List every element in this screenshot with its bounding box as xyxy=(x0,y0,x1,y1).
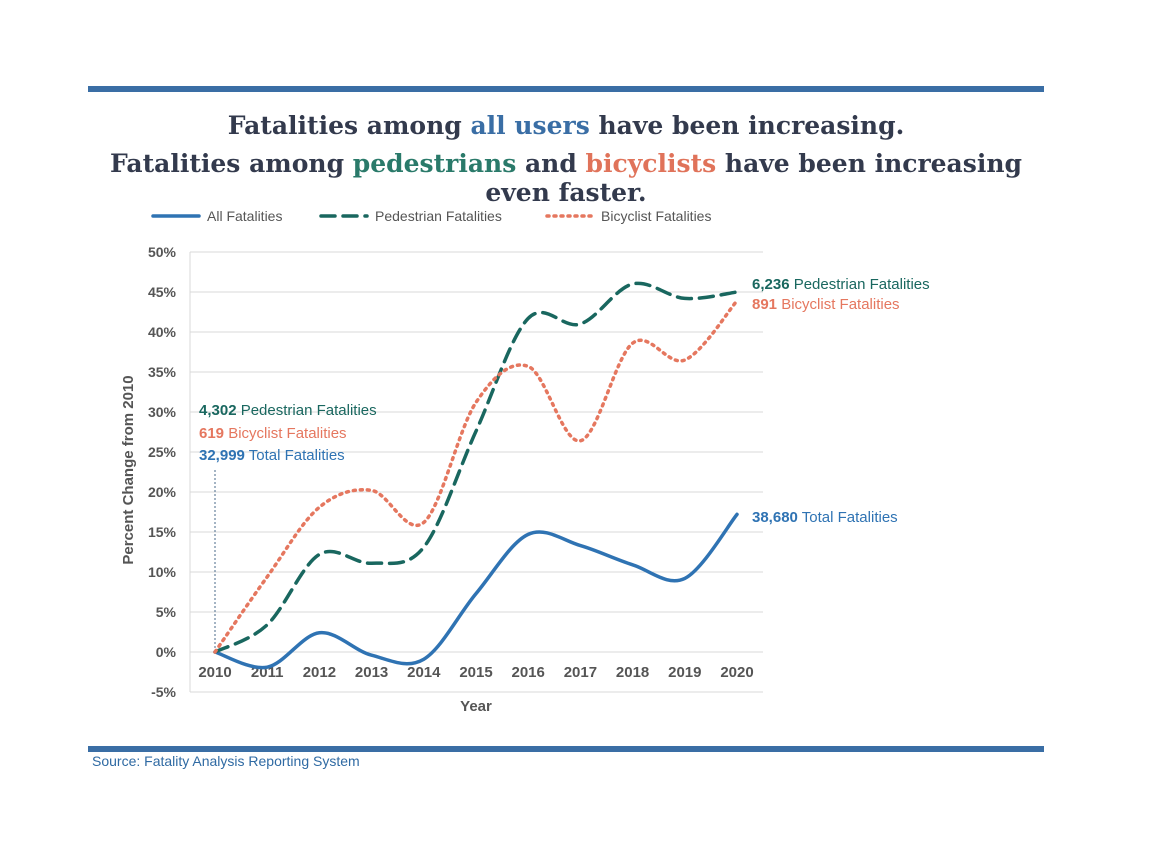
y-tick-label: 50% xyxy=(148,244,177,260)
x-tick-label: 2019 xyxy=(668,664,701,681)
legend-label-pedestrian: Pedestrian Fatalities xyxy=(375,208,502,224)
headline-2-highlight-bicyclists: bicyclists xyxy=(585,149,717,178)
legend-label-bicyclist: Bicyclist Fatalities xyxy=(601,208,711,224)
y-tick-label: 10% xyxy=(148,564,177,580)
y-tick-label: 5% xyxy=(156,604,177,620)
end-annotation-pedestrian: 6,236 Pedestrian Fatalities xyxy=(752,276,930,293)
y-tick-label: 15% xyxy=(148,524,177,540)
x-tick-label: 2013 xyxy=(355,664,388,681)
y-tick-label: 0% xyxy=(156,644,177,660)
start-annotation-bicyclist-number: 619 xyxy=(199,425,224,442)
chart-legend: All Fatalities Pedestrian Fatalities Bicyc… xyxy=(151,208,711,224)
headline-2-text-a: Fatalities among xyxy=(110,149,353,178)
headline-1-highlight-all-users: all users xyxy=(470,111,590,140)
start-annotation-all-number: 32,999 xyxy=(199,447,245,464)
top-rule xyxy=(88,86,1044,92)
y-tick-label: 25% xyxy=(148,444,177,460)
end-annotation-bicyclist: 891 Bicyclist Fatalities xyxy=(752,296,900,313)
x-tick-label: 2012 xyxy=(303,664,336,681)
y-axis-label: Percent Change from 2010 xyxy=(120,375,137,564)
x-tick-label: 2014 xyxy=(407,664,441,681)
start-annotation-all: 32,999 Total Fatalities xyxy=(199,447,345,464)
y-tick-label: 30% xyxy=(148,404,177,420)
end-annotation-all-number: 38,680 xyxy=(752,509,798,526)
headline-2-text-e: have been increasing even faster. xyxy=(485,149,1022,207)
x-tick-label: 2020 xyxy=(720,664,753,681)
legend-label-all: All Fatalities xyxy=(207,208,282,224)
start-annotation-pedestrian-text: Pedestrian Fatalities xyxy=(237,402,377,419)
chart-annotations: 4,302 Pedestrian Fatalities 619 Bicyclist… xyxy=(199,276,930,526)
x-tick-label: 2015 xyxy=(459,664,492,681)
x-tick-label: 2017 xyxy=(564,664,597,681)
y-axis-ticks: -5% 0% 5% 10% 15% 20% 25% 30% 35% 40% 45% 50% xyxy=(148,244,177,700)
headline-line-1: Fatalities among all users have been inc… xyxy=(88,111,1044,140)
y-tick-label: 35% xyxy=(148,364,177,380)
headline-1-text-c: have been increasing. xyxy=(589,111,905,140)
x-tick-label: 2010 xyxy=(198,664,231,681)
end-annotation-all: 38,680 Total Fatalities xyxy=(752,509,898,526)
headline-2-text-c: and xyxy=(516,149,586,178)
headline-2-highlight-pedestrians: pedestrians xyxy=(352,149,517,178)
end-annotation-bicyclist-number: 891 xyxy=(752,296,777,313)
y-tick-label: -5% xyxy=(151,684,176,700)
start-annotation-bicyclist: 619 Bicyclist Fatalities xyxy=(199,425,347,442)
x-axis-label: Year xyxy=(460,698,492,715)
bottom-rule xyxy=(88,746,1044,752)
start-annotation-bicyclist-text: Bicyclist Fatalities xyxy=(224,425,347,442)
source-note: Source: Fatality Analysis Reporting Syst… xyxy=(92,753,360,769)
x-tick-label: 2016 xyxy=(512,664,545,681)
end-annotation-pedestrian-text: Pedestrian Fatalities xyxy=(790,276,930,293)
end-annotation-pedestrian-number: 6,236 xyxy=(752,276,790,293)
start-annotation-pedestrian-number: 4,302 xyxy=(199,402,237,419)
series-line-pedestrian xyxy=(213,281,739,654)
headline-1-text-a: Fatalities among xyxy=(227,111,471,140)
series-line-bicyclist xyxy=(213,299,739,654)
end-annotation-bicyclist-text: Bicyclist Fatalities xyxy=(777,296,900,313)
y-tick-label: 20% xyxy=(148,484,177,500)
headline-line-2: Fatalities among pedestrians and bicycli… xyxy=(88,149,1044,207)
chart-grid xyxy=(189,251,763,693)
start-annotation-all-text: Total Fatalities xyxy=(245,447,345,464)
y-tick-label: 45% xyxy=(148,284,177,300)
x-axis-ticks: 2010 2011 2012 2013 2014 2015 2016 2017 2018 2019… xyxy=(198,664,753,681)
start-annotation-pedestrian: 4,302 Pedestrian Fatalities xyxy=(199,402,377,419)
chart-series xyxy=(213,281,739,670)
series-line-all xyxy=(213,512,739,670)
y-tick-label: 40% xyxy=(148,324,177,340)
x-tick-label: 2018 xyxy=(616,664,649,681)
end-annotation-all-text: Total Fatalities xyxy=(798,509,898,526)
